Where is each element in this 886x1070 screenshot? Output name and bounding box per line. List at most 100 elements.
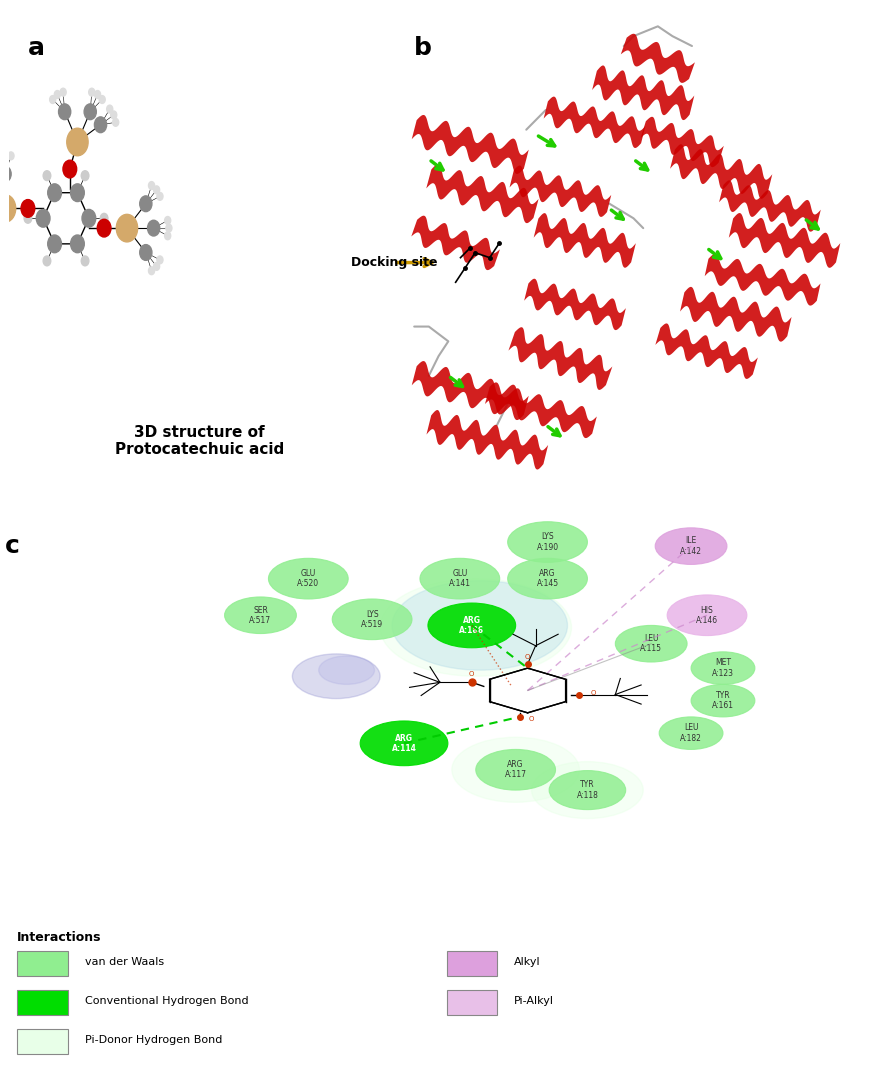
Text: ARG
A:186: ARG A:186 — [459, 615, 485, 636]
Circle shape — [71, 235, 84, 253]
Text: MET
A:123: MET A:123 — [712, 658, 734, 677]
Circle shape — [532, 762, 643, 819]
Circle shape — [82, 210, 96, 227]
Circle shape — [380, 579, 571, 676]
Circle shape — [691, 685, 755, 717]
Text: Interactions: Interactions — [18, 931, 102, 945]
Circle shape — [420, 559, 500, 599]
Text: O: O — [591, 689, 596, 696]
Circle shape — [360, 721, 447, 766]
Circle shape — [50, 95, 56, 104]
Circle shape — [508, 559, 587, 599]
Polygon shape — [656, 323, 758, 379]
Polygon shape — [412, 361, 529, 421]
FancyBboxPatch shape — [447, 990, 497, 1014]
Circle shape — [97, 219, 111, 236]
Circle shape — [655, 528, 727, 564]
Text: O: O — [525, 654, 531, 660]
Circle shape — [99, 95, 105, 104]
Polygon shape — [485, 382, 597, 438]
Text: van der Waals: van der Waals — [84, 957, 164, 967]
Circle shape — [392, 581, 567, 670]
Circle shape — [113, 119, 119, 126]
Text: ARG
A:117: ARG A:117 — [505, 760, 526, 779]
Circle shape — [149, 182, 154, 189]
Circle shape — [476, 749, 556, 790]
Polygon shape — [704, 254, 820, 306]
Text: GLU
A:520: GLU A:520 — [298, 569, 319, 588]
Text: Conventional Hydrogen Bond: Conventional Hydrogen Bond — [84, 996, 248, 1006]
Circle shape — [100, 213, 108, 224]
Circle shape — [140, 245, 152, 260]
Circle shape — [48, 235, 61, 253]
Text: HIS
A:146: HIS A:146 — [696, 606, 718, 625]
Circle shape — [140, 196, 152, 212]
Circle shape — [157, 193, 163, 200]
Polygon shape — [412, 114, 529, 174]
Circle shape — [66, 128, 88, 156]
Circle shape — [43, 256, 51, 265]
Circle shape — [225, 597, 296, 633]
Circle shape — [165, 232, 171, 240]
Circle shape — [153, 262, 159, 271]
Text: LEU
A:115: LEU A:115 — [641, 635, 662, 654]
Circle shape — [268, 559, 348, 599]
Circle shape — [95, 91, 101, 98]
Circle shape — [82, 171, 89, 181]
Circle shape — [36, 210, 50, 227]
Circle shape — [157, 256, 163, 264]
Circle shape — [148, 220, 159, 236]
Polygon shape — [509, 327, 612, 389]
Text: Docking site: Docking site — [351, 256, 438, 269]
Circle shape — [54, 91, 60, 98]
Polygon shape — [670, 144, 773, 199]
Polygon shape — [525, 279, 626, 330]
Text: c: c — [5, 534, 20, 557]
Polygon shape — [544, 96, 645, 148]
Circle shape — [71, 184, 84, 201]
Text: GLU
A:141: GLU A:141 — [449, 569, 470, 588]
Circle shape — [0, 166, 12, 182]
Circle shape — [549, 770, 626, 810]
Polygon shape — [509, 166, 611, 217]
Polygon shape — [592, 65, 695, 120]
Circle shape — [667, 595, 747, 636]
Polygon shape — [426, 165, 539, 223]
Text: O: O — [529, 716, 534, 722]
Text: 3D structure of
Protocatechuic acid: 3D structure of Protocatechuic acid — [114, 425, 284, 457]
Polygon shape — [680, 287, 791, 341]
Text: O: O — [469, 671, 475, 677]
Circle shape — [58, 104, 71, 120]
Text: TYR
A:161: TYR A:161 — [712, 691, 734, 710]
Circle shape — [8, 152, 14, 159]
Circle shape — [292, 654, 380, 699]
Text: ILE
A:142: ILE A:142 — [680, 536, 702, 555]
Circle shape — [428, 603, 516, 647]
Circle shape — [659, 717, 723, 749]
Circle shape — [691, 652, 755, 685]
Circle shape — [48, 184, 61, 201]
Circle shape — [452, 737, 579, 802]
Polygon shape — [641, 117, 724, 167]
FancyBboxPatch shape — [18, 1028, 67, 1054]
Text: TYR
A:118: TYR A:118 — [577, 780, 598, 799]
Circle shape — [82, 256, 89, 265]
Polygon shape — [729, 213, 840, 268]
FancyBboxPatch shape — [18, 951, 67, 976]
Circle shape — [84, 104, 97, 120]
Text: LYS
A:190: LYS A:190 — [537, 533, 558, 552]
Text: LYS
A:519: LYS A:519 — [361, 610, 383, 629]
Text: Pi-Alkyl: Pi-Alkyl — [514, 996, 554, 1006]
Circle shape — [106, 105, 113, 113]
Text: LEU
A:182: LEU A:182 — [680, 723, 702, 743]
Text: Alkyl: Alkyl — [514, 957, 540, 967]
Circle shape — [0, 195, 16, 223]
Circle shape — [153, 186, 159, 194]
Polygon shape — [533, 213, 636, 268]
Circle shape — [60, 88, 66, 96]
Text: ARG
A:114: ARG A:114 — [392, 734, 416, 753]
Circle shape — [2, 151, 8, 158]
Circle shape — [332, 599, 412, 640]
FancyBboxPatch shape — [18, 990, 67, 1014]
Circle shape — [95, 117, 106, 133]
